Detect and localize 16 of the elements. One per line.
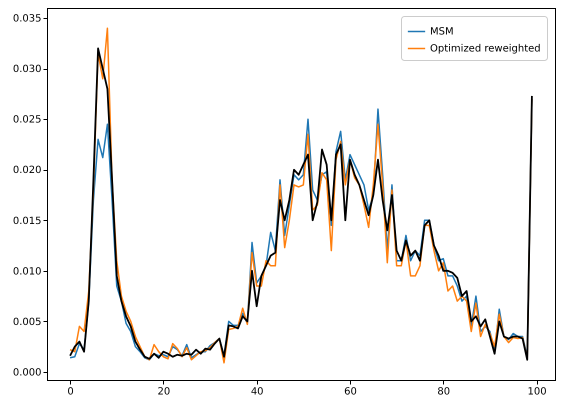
y-tick-label: 0.035 [12,14,42,25]
y-tick-label: 0.010 [12,266,42,278]
x-tick-label: 100 [528,386,547,398]
legend-label: Optimized reweighted [430,44,541,54]
y-tick-label: 0.020 [12,165,42,176]
y-tick-label: 0.000 [12,367,42,378]
y-tick-label: 0.005 [12,316,42,328]
x-tick-label: 20 [158,386,170,398]
x-tick-label: 60 [344,386,357,398]
y-tick-label: 0.025 [12,114,42,126]
y-tick-label: 0.030 [12,64,42,76]
x-tick-label: 0 [67,386,74,398]
x-tick-label: 80 [437,386,450,398]
x-tick-label: 40 [250,386,264,398]
y-tick-label: 0.015 [12,216,42,227]
legend-label: MSM [430,26,454,38]
